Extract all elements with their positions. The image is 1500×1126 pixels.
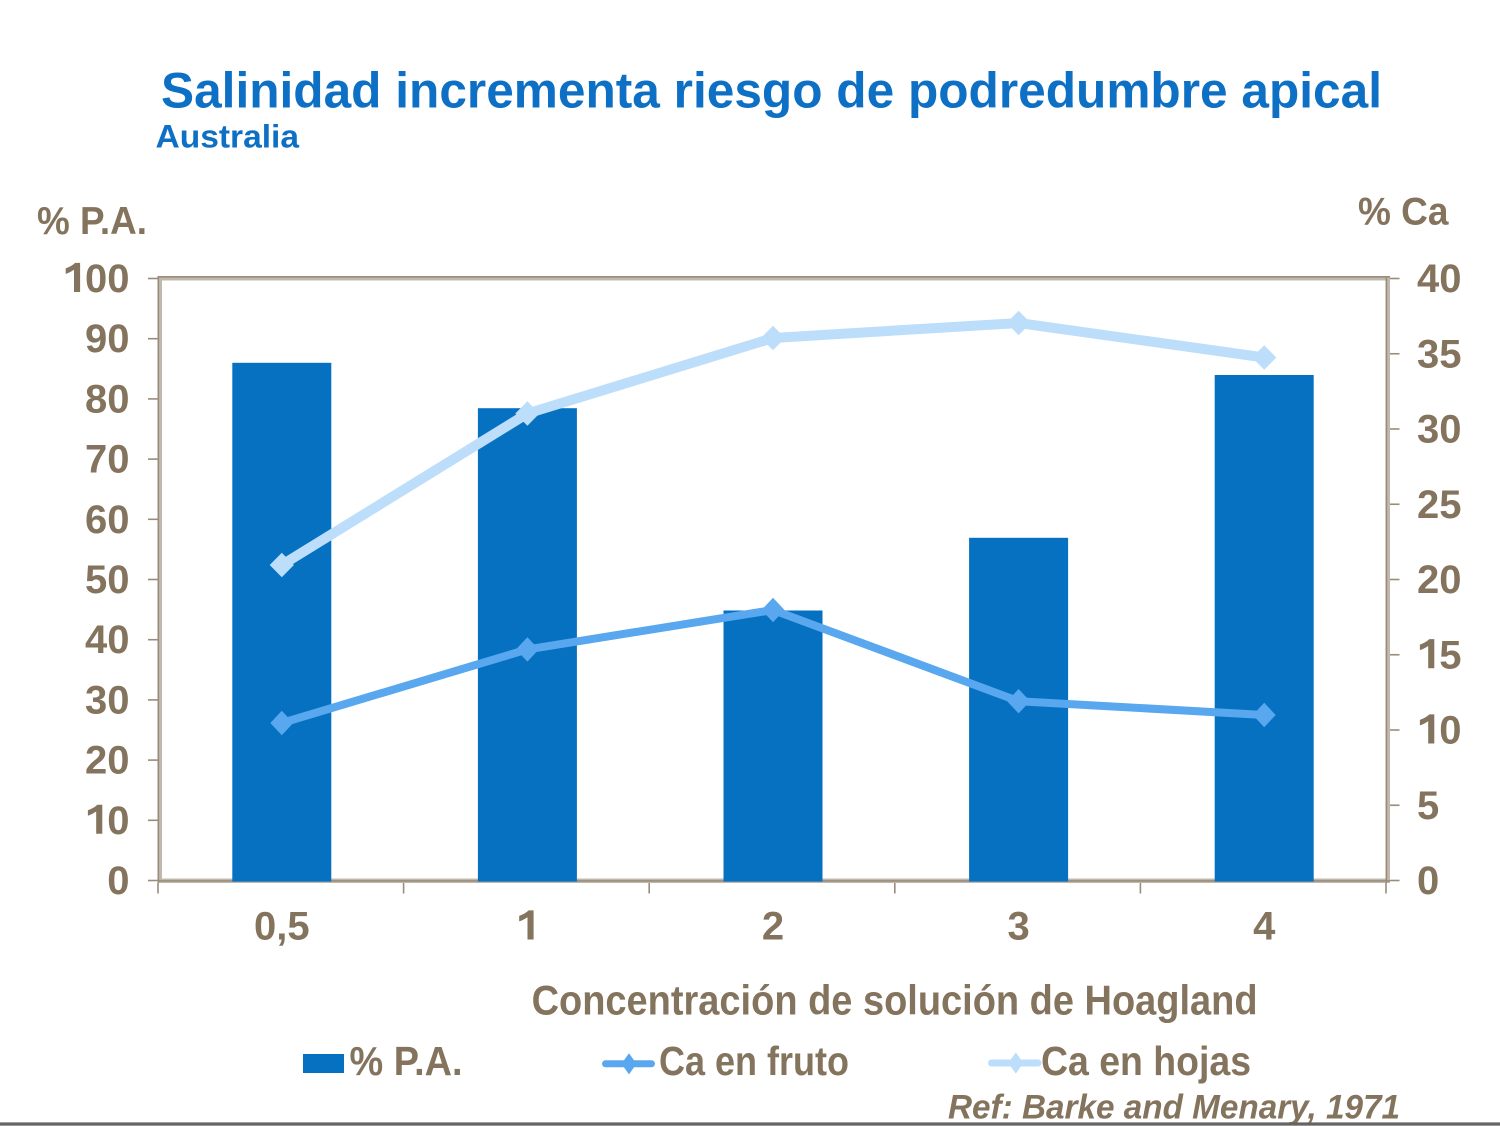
svg-text:0,5: 0,5 [254, 905, 310, 949]
svg-text:% P.A.: % P.A. [37, 200, 147, 243]
svg-text:Salinidad incrementa riesgo de: Salinidad incrementa riesgo de podredumb… [161, 62, 1382, 119]
svg-text:Concentración de solución de H: Concentración de solución de Hoagland [532, 977, 1258, 1024]
svg-text:0: 0 [107, 799, 129, 843]
svg-text:25: 25 [1417, 483, 1462, 527]
svg-text:2: 2 [762, 905, 784, 949]
svg-text:4: 4 [1253, 905, 1276, 949]
svg-text:% P.A.: % P.A. [350, 1038, 463, 1084]
svg-text:Australia: Australia [156, 119, 300, 155]
svg-text:Ref: Barke and Menary, 1971: Ref: Barke and Menary, 1971 [948, 1089, 1400, 1126]
svg-text:30: 30 [1417, 408, 1462, 452]
svg-text:80: 80 [85, 377, 130, 421]
svg-text:Ca en hojas: Ca en hojas [1041, 1038, 1251, 1084]
svg-text:30: 30 [85, 678, 130, 722]
svg-text:0: 0 [107, 859, 129, 903]
svg-text:0: 0 [1439, 709, 1461, 753]
svg-text:40: 40 [1417, 257, 1462, 301]
svg-text:20: 20 [1417, 558, 1462, 602]
svg-text:5: 5 [1439, 633, 1461, 677]
svg-text:70: 70 [85, 438, 130, 482]
svg-text:35: 35 [1417, 332, 1462, 376]
svg-text:5: 5 [1417, 784, 1439, 828]
svg-text:3: 3 [1007, 905, 1029, 949]
svg-text:40: 40 [85, 618, 130, 662]
svg-text:00: 00 [85, 257, 130, 301]
svg-text:90: 90 [85, 317, 130, 361]
svg-text:60: 60 [85, 498, 130, 542]
svg-text:20: 20 [85, 739, 130, 783]
svg-text:0: 0 [1417, 859, 1439, 903]
svg-text:Ca en fruto: Ca en fruto [659, 1038, 849, 1084]
svg-text:50: 50 [85, 558, 130, 602]
svg-text:% Ca: % Ca [1358, 191, 1449, 234]
